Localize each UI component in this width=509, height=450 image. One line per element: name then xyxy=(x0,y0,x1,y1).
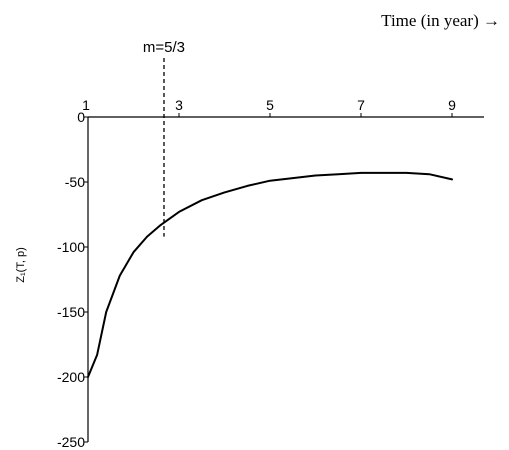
annotation-label: m=5/3 xyxy=(143,39,185,56)
axes xyxy=(87,116,484,442)
y-tick-label: -100 xyxy=(57,239,85,255)
x-ticks: 1 3 5 7 9 xyxy=(82,97,456,117)
x-tick-label: 3 xyxy=(175,97,183,113)
y-tick-label: 0 xyxy=(77,109,85,125)
y-tick-label: -250 xyxy=(57,434,85,450)
x-tick-label: 9 xyxy=(448,97,456,113)
y-tick-label: -200 xyxy=(57,369,85,385)
x-tick-label: 1 xyxy=(82,97,90,113)
y-tick-label: -150 xyxy=(57,304,85,320)
x-axis-title: Time (in year) → xyxy=(381,11,500,30)
x-tick-label: 7 xyxy=(357,97,365,113)
y-ticks: 0 -50 -100 -150 -200 -250 xyxy=(57,109,88,450)
series-line xyxy=(87,171,453,378)
y-tick-label: -50 xyxy=(65,174,85,190)
series-layer xyxy=(87,171,453,378)
x-tick-label: 5 xyxy=(266,97,274,113)
annotation-layer: m=5/3 xyxy=(143,39,185,237)
y-axis-title: Z₁(T, p) xyxy=(15,247,27,283)
